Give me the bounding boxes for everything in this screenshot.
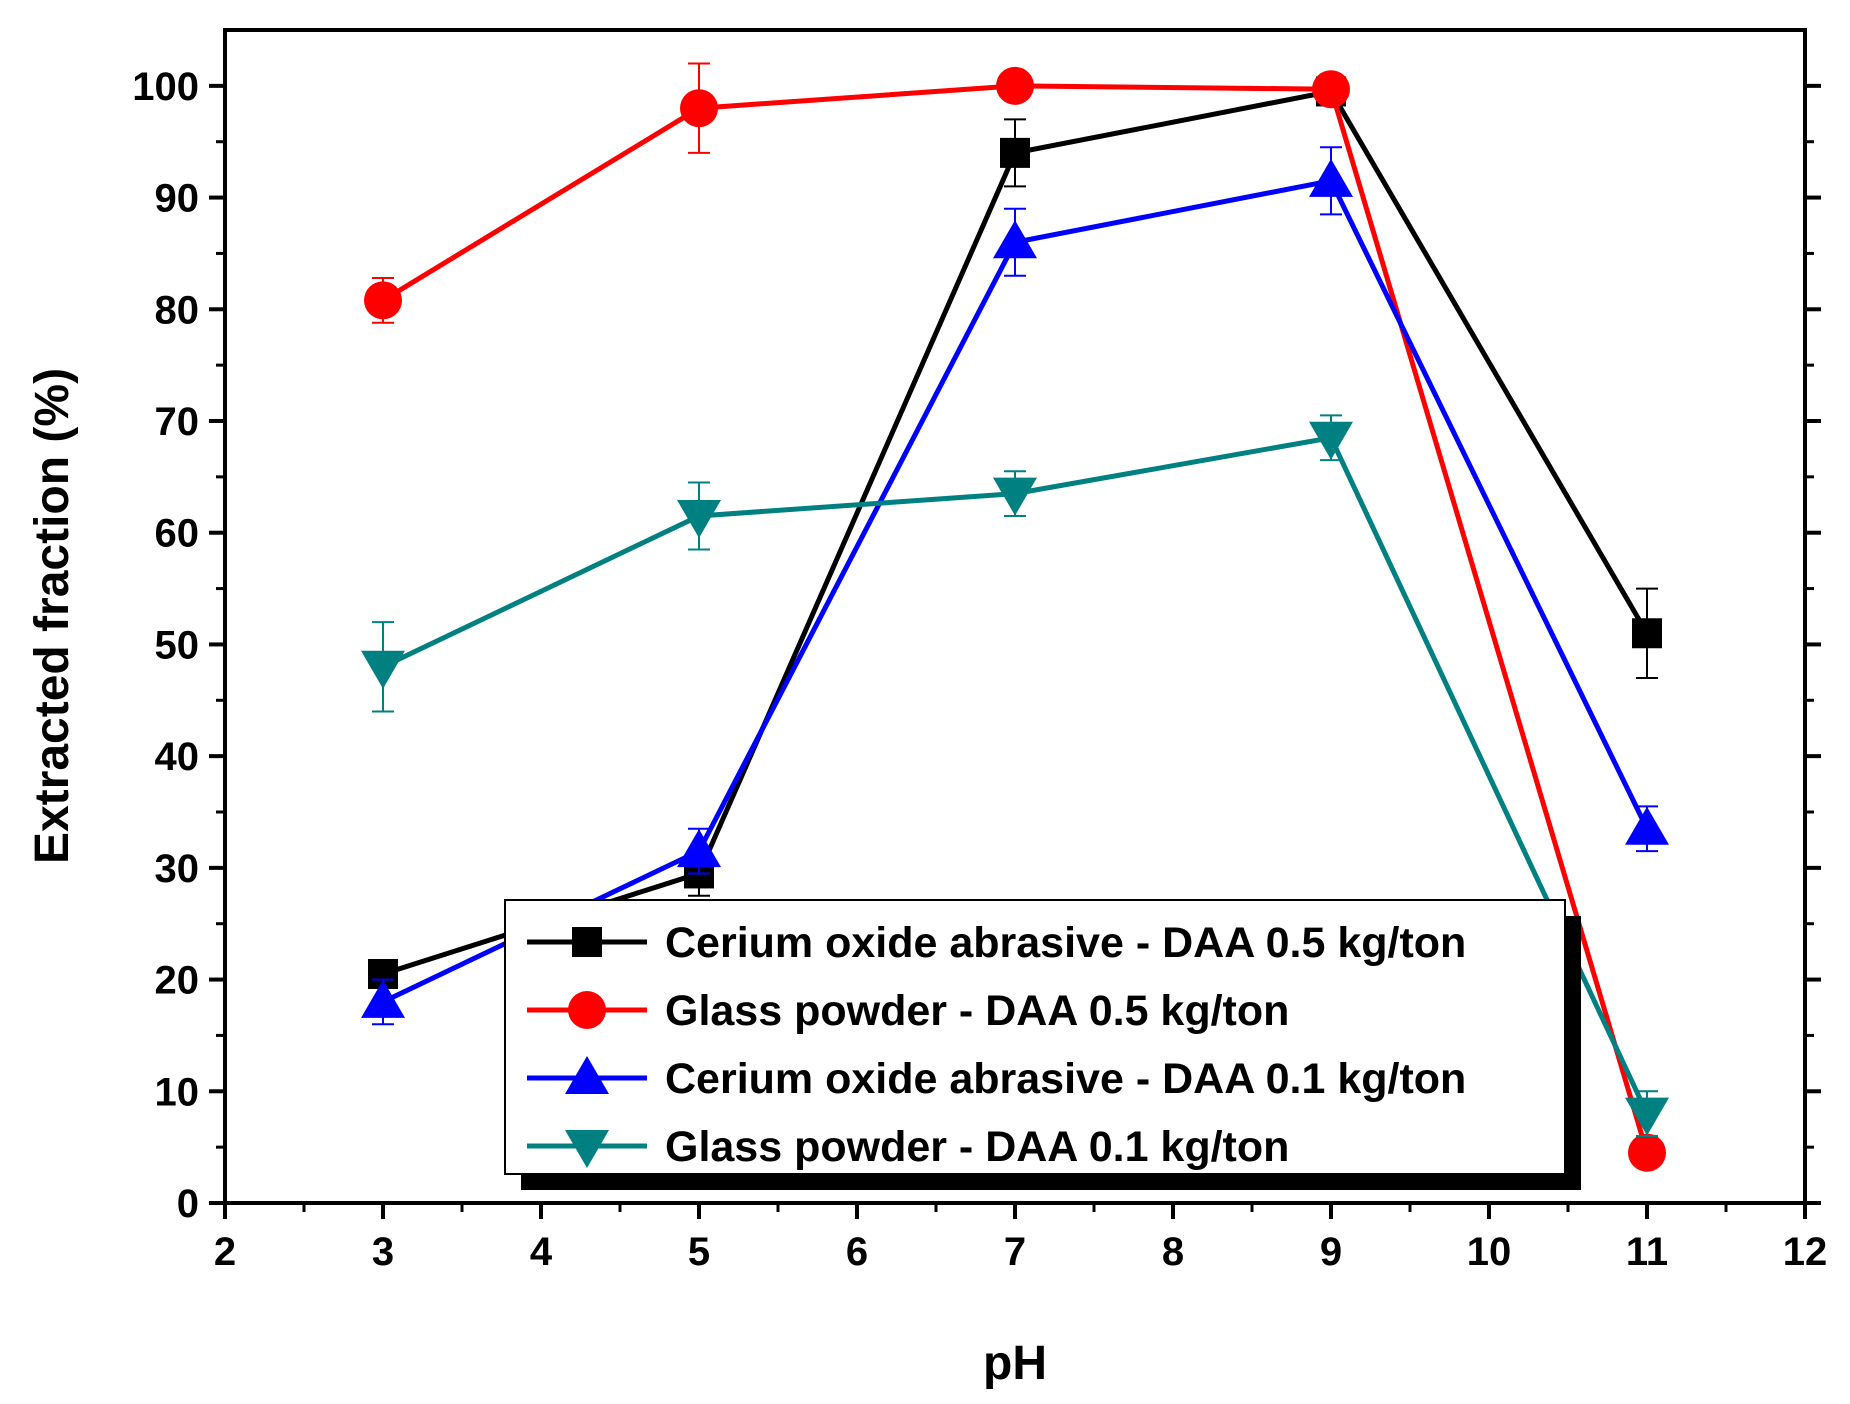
x-tick-label: 2: [214, 1230, 236, 1274]
x-tick-label: 8: [1162, 1230, 1184, 1274]
y-tick-label: 0: [177, 1182, 199, 1226]
data-point: [1309, 158, 1353, 197]
data-point: [1312, 70, 1350, 109]
x-tick-label: 10: [1467, 1230, 1512, 1274]
data-point: [680, 89, 718, 128]
x-tick-label: 6: [846, 1230, 868, 1274]
series-2: [364, 62, 1666, 1172]
y-tick-label: 60: [155, 512, 200, 556]
legend: Cerium oxide abrasive - DAA 0.5 kg/ton Gl…: [504, 899, 1581, 1190]
data-point: [996, 66, 1034, 105]
axis-layer: 2 3 4 5 6 7 8 9 10 11 12 0 10 20 30 40 50 60 70 80 90 100: [132, 65, 1827, 1274]
y-tick-label: 90: [155, 177, 200, 221]
x-tick-label: 7: [1004, 1230, 1026, 1274]
x-tick-label: 11: [1626, 1230, 1668, 1274]
legend-item: Cerium oxide abrasive - DAA 0.1 kg/ton: [527, 1055, 1466, 1103]
y-tick-label: 40: [155, 735, 200, 779]
x-axis-title: pH: [983, 1337, 1047, 1390]
x-tick-label: 4: [530, 1230, 553, 1274]
data-point: [364, 281, 402, 320]
series-4: [361, 414, 1669, 1137]
legend-label: Cerium oxide abrasive - DAA 0.1 kg/ton: [665, 1055, 1466, 1103]
data-point: [1309, 421, 1353, 460]
data-point: [361, 650, 405, 689]
data-point: [1625, 1097, 1669, 1136]
x-tick-label: 3: [372, 1230, 394, 1274]
data-point: [677, 829, 721, 868]
legend-item: Glass powder - DAA 0.5 kg/ton: [527, 987, 1289, 1035]
y-tick-label: 100: [132, 65, 199, 109]
x-tick-label: 9: [1320, 1230, 1342, 1274]
y-axis-title: Extracted fraction (%): [26, 368, 79, 864]
legend-box: [504, 899, 1566, 1175]
data-point: [993, 477, 1037, 516]
legend-item: Cerium oxide abrasive - DAA 0.5 kg/ton: [527, 919, 1466, 967]
data-point: [1625, 806, 1669, 845]
y-tick-label: 20: [155, 959, 200, 1003]
y-tick-label: 50: [155, 623, 200, 667]
data-point: [677, 499, 721, 538]
legend-label: Glass powder - DAA 0.1 kg/ton: [665, 1123, 1289, 1171]
data-point: [1000, 137, 1030, 168]
data-point: [361, 979, 405, 1018]
x-tick-label: 5: [688, 1230, 710, 1274]
legend-marker: [572, 927, 602, 957]
legend-marker: [565, 1130, 609, 1168]
y-tick-label: 80: [155, 288, 200, 332]
y-tick-label: 30: [155, 847, 200, 891]
y-tick-label: 10: [155, 1070, 200, 1114]
legend-marker: [565, 1056, 609, 1094]
legend-item: Glass powder - DAA 0.1 kg/ton: [527, 1123, 1289, 1171]
data-point: [993, 220, 1037, 259]
legend-marker: [568, 991, 606, 1029]
series-layer: [361, 62, 1669, 1172]
legend-label: Cerium oxide abrasive - DAA 0.5 kg/ton: [665, 919, 1466, 967]
data-point: [1628, 1133, 1666, 1172]
legend-label: Glass powder - DAA 0.5 kg/ton: [665, 987, 1289, 1035]
y-tick-label: 70: [155, 400, 200, 444]
data-point: [1632, 618, 1662, 649]
x-tick-label: 12: [1783, 1230, 1828, 1274]
